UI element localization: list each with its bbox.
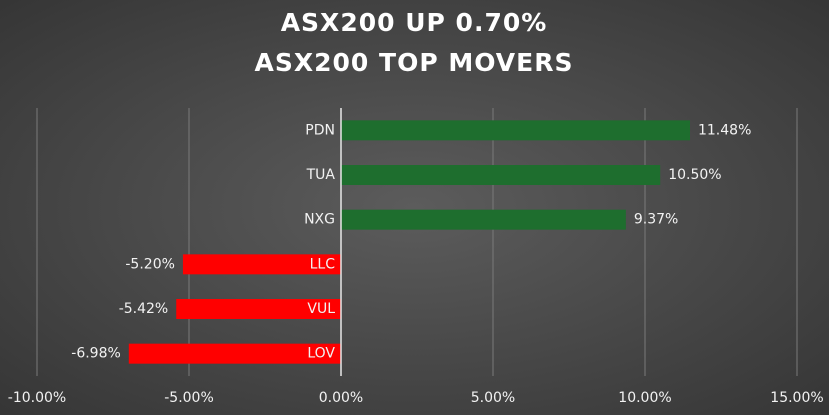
x-tick-label: 10.00% [618, 390, 671, 406]
x-tick-label: -10.00% [8, 390, 66, 406]
category-label: LLC [310, 256, 336, 272]
value-label: -5.42% [119, 301, 169, 317]
x-tick-label: 5.00% [471, 390, 515, 406]
category-label: NXG [304, 212, 335, 228]
value-label: 9.37% [634, 212, 678, 228]
bar [341, 209, 626, 230]
category-label: LOV [307, 346, 335, 362]
value-label: -6.98% [71, 346, 121, 362]
value-label: 11.48% [698, 122, 751, 138]
category-label: TUA [306, 167, 336, 183]
grid: -10.00% -5.00% 0.00% 5.00% 10.00% 15.00% [8, 108, 824, 406]
plot: PDN 11.48% TUA 10.50% NXG 9.37% LLC -5.20% VUL -5… [71, 108, 751, 376]
bar [128, 343, 341, 364]
x-tick-label: 15.00% [770, 390, 823, 406]
bar [176, 299, 341, 319]
value-label: -5.20% [125, 256, 175, 272]
value-label: 10.50% [668, 167, 721, 183]
category-label: VUL [307, 301, 335, 317]
category-label: PDN [305, 122, 335, 138]
bar [182, 254, 341, 275]
x-tick-label: 0.00% [319, 390, 363, 406]
bar [341, 165, 661, 185]
bar [341, 120, 690, 141]
x-tick-label: -5.00% [164, 390, 214, 406]
chart-subtitle: ASX200 TOP MOVERS [255, 48, 574, 77]
chart-title: ASX200 UP 0.70% [281, 8, 548, 37]
